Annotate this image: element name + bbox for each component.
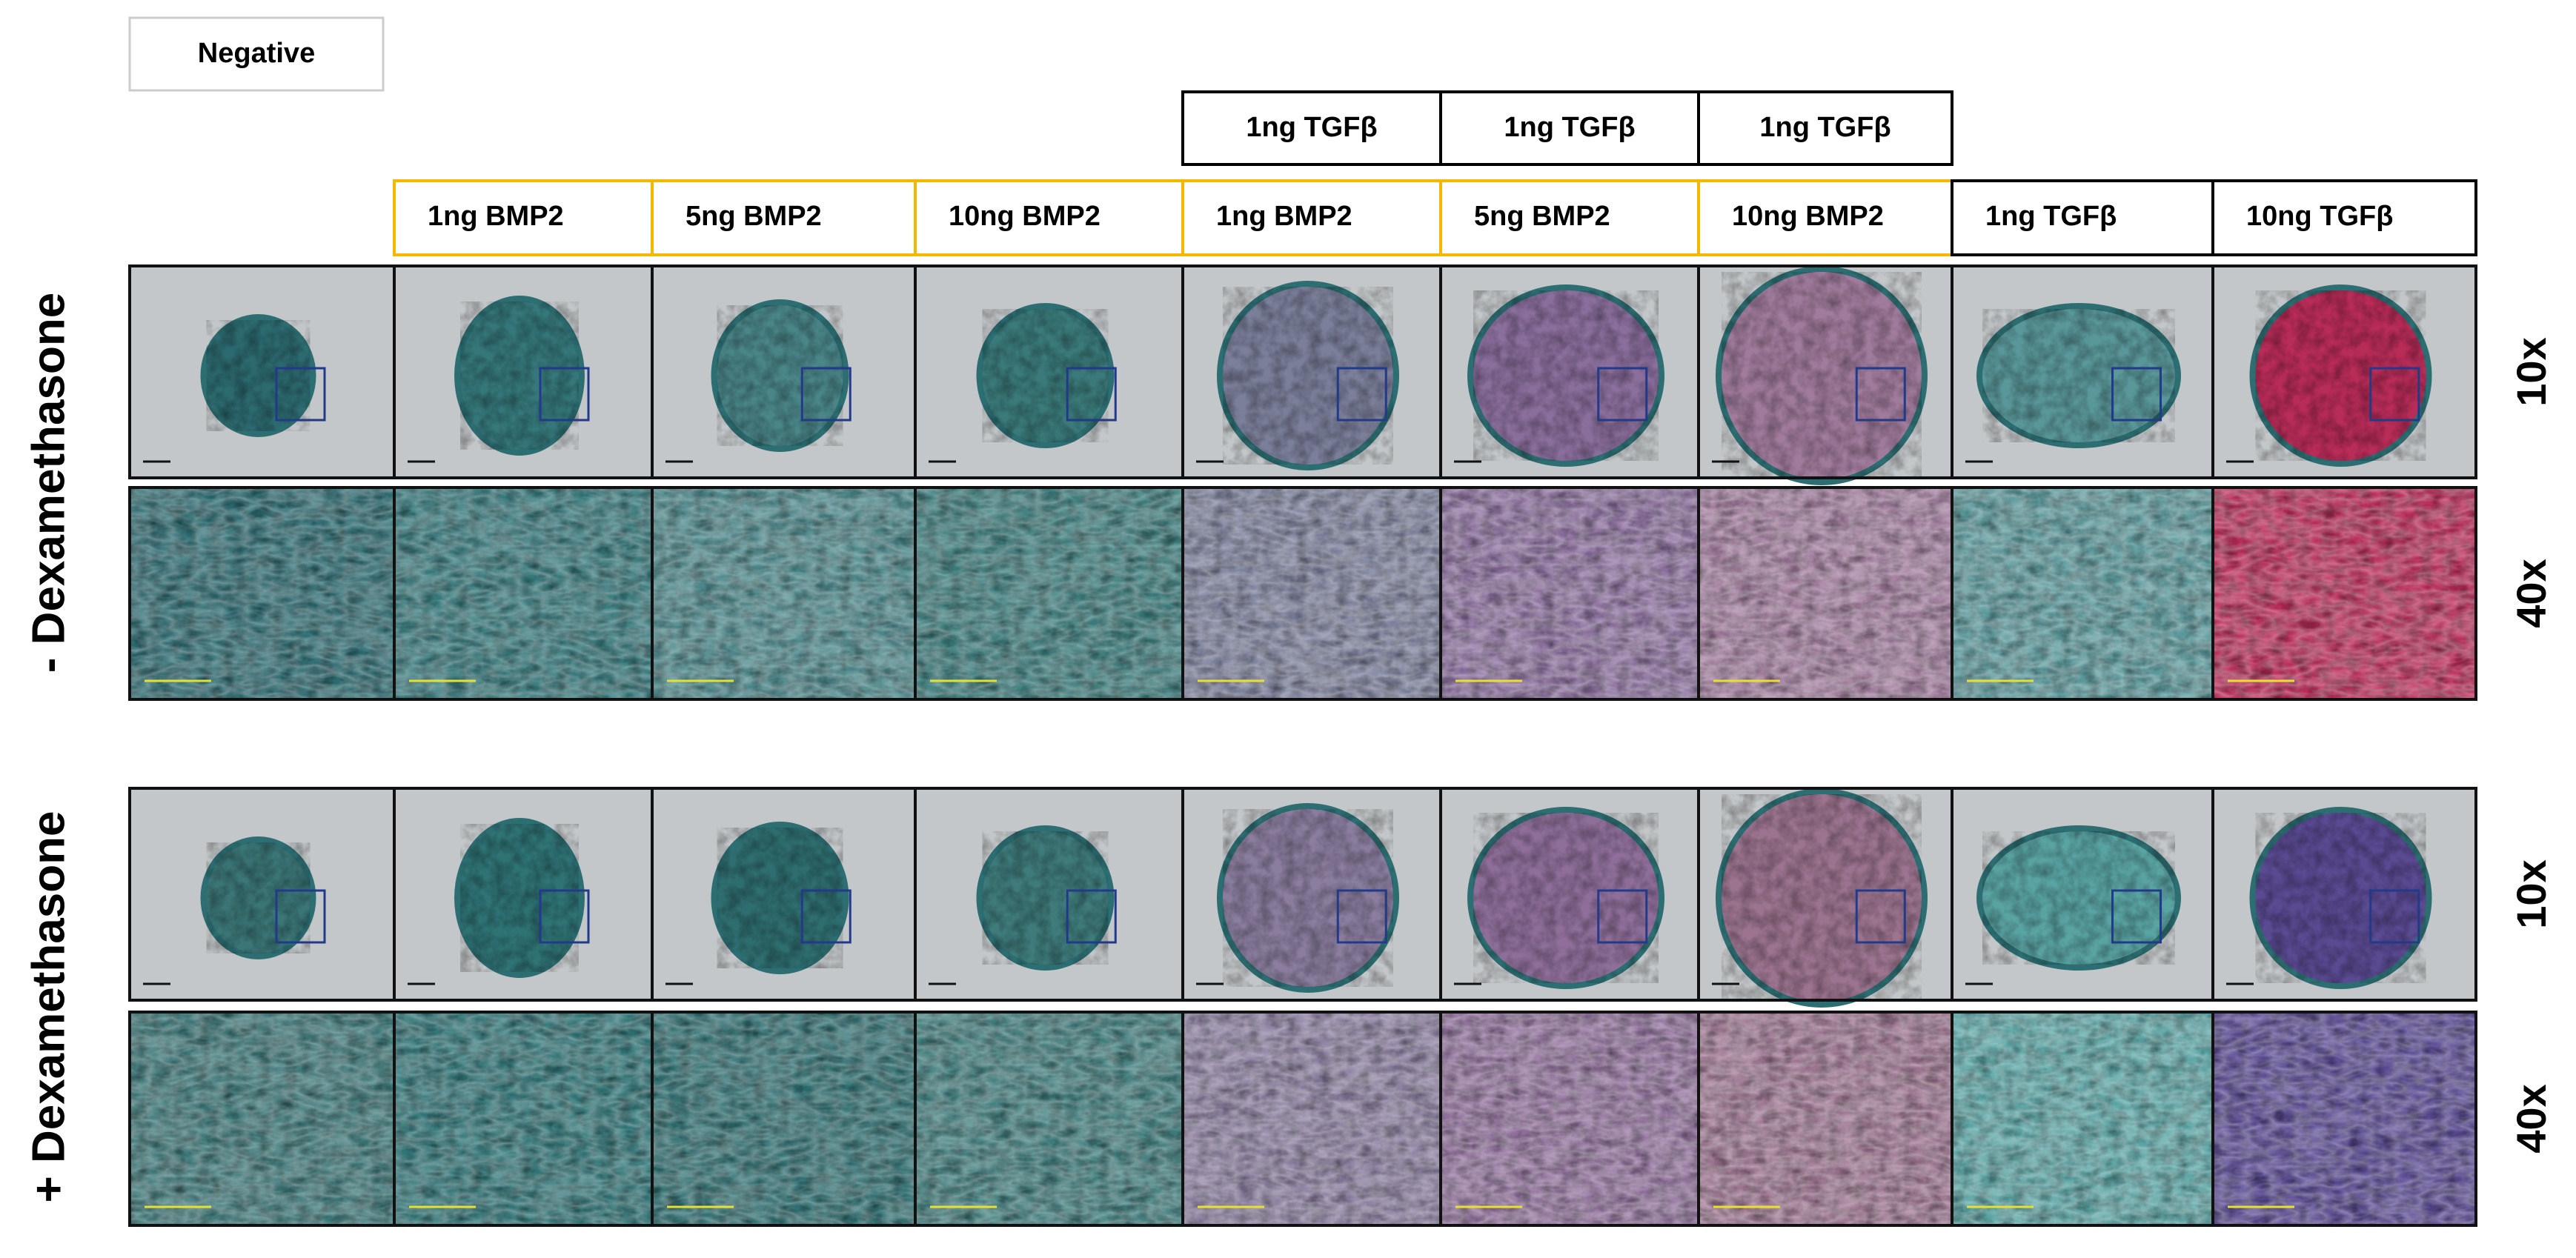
column-header-label: 1ng BMP2 [428, 201, 564, 232]
zoom-region [1855, 367, 1906, 422]
tissue-texture [652, 1012, 915, 1225]
column-header-label: 10ng BMP2 [949, 201, 1101, 232]
negative-box [128, 16, 385, 92]
tgf-header-label: 1ng TGFβ [1759, 112, 1890, 143]
tissue-texture [1183, 1012, 1441, 1225]
zoom-region [800, 889, 852, 944]
zoom-region [275, 889, 326, 944]
magnification-label: 10x [2508, 337, 2555, 406]
tgf-header-label: 1ng TGFβ [1504, 112, 1635, 143]
column-header-label: 10ng BMP2 [1732, 201, 1884, 232]
group-label: - Dexamethasone [23, 293, 74, 673]
tissue-texture [915, 487, 1183, 699]
tissue-texture [1223, 809, 1393, 987]
zoom-region [1597, 889, 1648, 944]
column-header-label: 5ng BMP2 [686, 201, 822, 232]
column-header-box [651, 179, 917, 256]
tissue-texture [1699, 1012, 1952, 1225]
tissue-texture [394, 487, 652, 699]
tgf-header-label: 1ng TGFβ [1246, 112, 1377, 143]
tissue-texture [982, 831, 1109, 965]
tgf-header-box [1181, 90, 1442, 166]
zoom-region [2369, 367, 2420, 422]
column-header-label: 1ng BMP2 [1216, 201, 1352, 232]
tissue-texture [982, 309, 1109, 442]
zoom-region [1336, 367, 1387, 422]
column-header-box [1181, 179, 1442, 256]
tissue-texture [717, 828, 843, 968]
tissue-texture [130, 487, 394, 699]
tissue-texture [652, 487, 915, 699]
column-header-box [393, 179, 654, 256]
zoom-region [1066, 367, 1117, 422]
zoom-region [1855, 889, 1906, 944]
tissue-texture [1952, 1012, 2213, 1225]
panel-border [2211, 787, 2477, 1002]
zoom-region [800, 367, 852, 422]
panel-border [2211, 264, 2477, 479]
tissue-texture [206, 842, 311, 954]
panel-border [2211, 1011, 2477, 1227]
magnification-label: 40x [2508, 1084, 2555, 1153]
tissue-texture [1223, 287, 1393, 465]
tissue-texture [1982, 831, 2175, 965]
tgf-header-box [1697, 90, 1953, 166]
tissue-texture [915, 1012, 1183, 1225]
tissue-texture [2213, 487, 2476, 699]
zoom-region [1336, 889, 1387, 944]
column-header-label: 1ng TGFβ [1985, 201, 2117, 232]
panel-border [2211, 486, 2477, 701]
column-header-label: 10ng TGFβ [2246, 201, 2393, 232]
column-header-box [914, 179, 1184, 256]
tissue-texture [1441, 487, 1699, 699]
column-header-label: 5ng BMP2 [1474, 201, 1610, 232]
tissue-texture [130, 1012, 394, 1225]
tissue-texture [1722, 272, 1922, 479]
column-header-box [2211, 179, 2477, 256]
zoom-region [1066, 889, 1117, 944]
tissue-texture [717, 305, 843, 446]
tissue-texture [1699, 487, 1952, 699]
zoom-region [2369, 889, 2420, 944]
tissue-texture [2255, 813, 2426, 983]
tissue-texture [1982, 309, 2175, 442]
zoom-region [539, 889, 590, 944]
tissue-texture [394, 1012, 652, 1225]
zoom-region [275, 367, 326, 422]
magnification-label: 40x [2508, 559, 2555, 628]
tissue-texture [1952, 487, 2213, 699]
tissue-texture [2213, 1012, 2476, 1225]
zoom-region [1597, 367, 1648, 422]
tissue-texture [1473, 813, 1659, 983]
tissue-texture [1473, 290, 1659, 461]
tissue-texture [460, 824, 579, 972]
tissue-texture [1183, 487, 1441, 699]
tissue-texture [1441, 1012, 1699, 1225]
tissue-texture [460, 302, 579, 450]
tissue-texture [1722, 794, 1922, 1002]
tgf-header-box [1439, 90, 1700, 166]
tissue-texture [2255, 290, 2426, 461]
column-header-box [1439, 179, 1700, 256]
group-label: + Dexamethasone [23, 811, 74, 1203]
tissue-texture [206, 320, 311, 431]
zoom-region [2111, 367, 2162, 422]
zoom-region [2111, 889, 2162, 944]
column-header-box [1697, 179, 1953, 256]
negative-label: Negative [198, 38, 315, 69]
magnification-label: 10x [2508, 859, 2555, 928]
zoom-region [539, 367, 590, 422]
